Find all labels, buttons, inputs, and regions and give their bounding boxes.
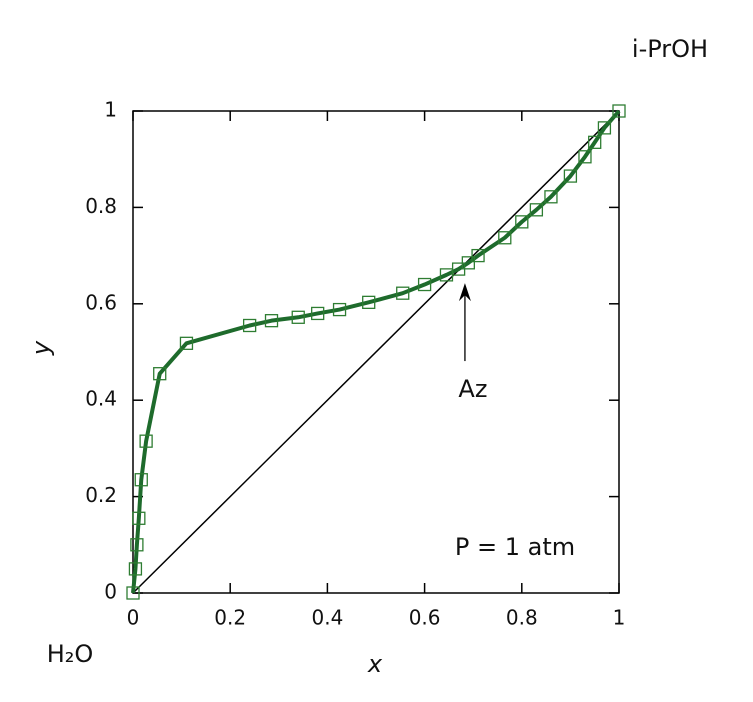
data-point [139, 434, 153, 448]
data-point [515, 215, 529, 229]
data-point [311, 306, 325, 321]
x-tick-label: 1 [613, 606, 626, 630]
data-point [544, 190, 558, 204]
y-tick-label: 0.2 [85, 483, 117, 507]
data-point [529, 203, 544, 217]
data-point [396, 286, 410, 300]
y-axis-label: y [27, 340, 55, 356]
data-point [332, 302, 347, 317]
data-point [578, 150, 592, 164]
data-point [417, 277, 432, 292]
data-point [597, 121, 612, 135]
data-point [132, 511, 146, 525]
corner-label: H₂O [47, 640, 94, 668]
x-tick-label: 0 [127, 606, 140, 630]
x-axis-label: x [367, 650, 383, 678]
x-tick-label: 0.6 [409, 606, 441, 630]
data-point [134, 473, 148, 487]
y-tick-label: 0.4 [85, 387, 117, 411]
series-line [131, 109, 621, 594]
data-point [588, 135, 602, 149]
data-point [612, 104, 626, 118]
y-tick-label: 0.6 [85, 290, 117, 314]
x-tick-label: 0.8 [506, 606, 538, 630]
y-tick-label: 0.8 [85, 194, 117, 218]
data-point [153, 367, 167, 381]
data-point [362, 295, 376, 310]
data-point [126, 586, 140, 600]
data-point [291, 310, 305, 324]
data-point [179, 336, 194, 350]
x-tick-label: 0.2 [214, 606, 246, 630]
data-point [461, 256, 475, 270]
plot-frame [132, 110, 620, 594]
azeotrope-arrowhead [458, 283, 471, 302]
azeotrope-label: Az [458, 375, 487, 403]
corner-label: i-PrOH [632, 35, 708, 63]
data-point [242, 318, 257, 333]
y-tick-label: 0 [104, 580, 117, 604]
data-point [471, 248, 485, 263]
data-point [264, 314, 279, 328]
data-point [128, 562, 143, 576]
x-tick-label: 0.4 [311, 606, 343, 630]
data-point [130, 538, 144, 552]
annotation: P = 1 atm [455, 533, 575, 561]
diagonal [132, 110, 620, 594]
data-point [563, 169, 578, 183]
data-point [498, 231, 512, 245]
y-tick-label: 1 [104, 98, 117, 122]
